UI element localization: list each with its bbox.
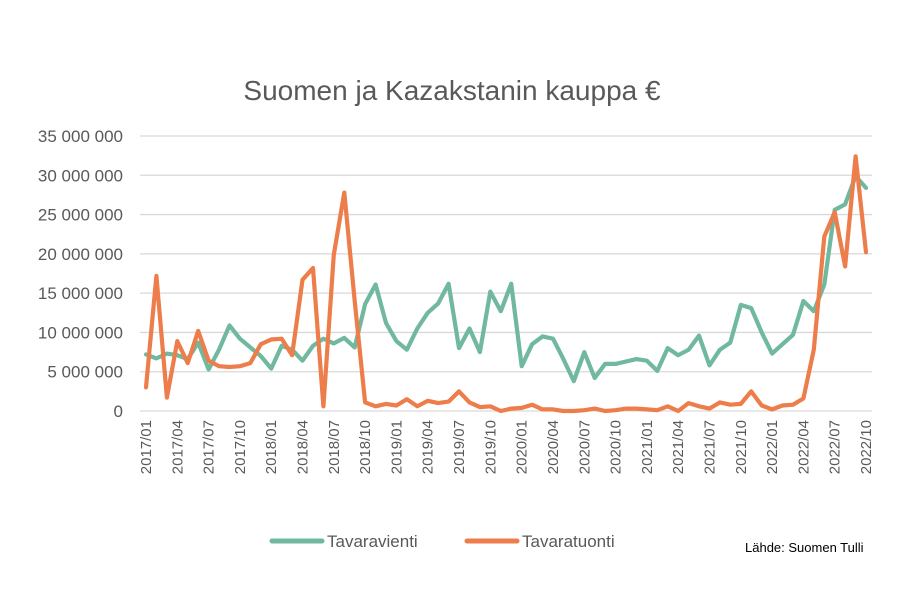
x-tick-label: 2017/07 [201, 420, 218, 474]
y-tick-label: 35 000 000 [38, 127, 123, 146]
series-line-tavaravienti [143, 174, 869, 384]
legend: Tavaravienti Tavaratuonti [269, 532, 615, 551]
x-tick-label: 2022/04 [795, 420, 812, 474]
legend-label-tavaravienti: Tavaravienti [327, 532, 418, 551]
x-tick-label: 2022/10 [858, 420, 875, 474]
x-tick-label: 2018/01 [263, 420, 280, 474]
y-tick-label: 30 000 000 [38, 166, 123, 185]
x-tick-label: 2017/10 [232, 420, 249, 474]
series-line-tavaratuonti [143, 154, 869, 414]
y-tick-label: 0 [114, 402, 123, 421]
x-tick-label: 2018/07 [326, 420, 343, 474]
source-note: Lähde: Suomen Tulli [745, 540, 864, 555]
x-tick-label: 2020/07 [576, 420, 593, 474]
y-tick-label: 15 000 000 [38, 284, 123, 303]
x-tick-label: 2018/04 [295, 420, 312, 474]
x-axis-ticks: 2017/01 2017/04 2017/07 2017/10 2018/01 2018/… [138, 420, 875, 474]
chart-title: Suomen ja Kazakstanin kauppa € [243, 75, 661, 106]
series-points-tavaratuonti [145, 156, 867, 412]
x-tick-label: 2021/07 [701, 420, 718, 474]
x-tick-label: 2020/01 [514, 420, 531, 474]
x-tick-label: 2020/10 [608, 420, 625, 474]
x-tick-label: 2022/07 [827, 420, 844, 474]
x-tick-label: 2019/10 [482, 420, 499, 474]
y-tick-label: 10 000 000 [38, 323, 123, 342]
series-lines [143, 154, 869, 414]
gridlines [140, 135, 872, 412]
series-points-tavaravienti [145, 175, 867, 382]
x-tick-label: 2021/04 [670, 420, 687, 474]
y-tick-label: 5 000 000 [47, 363, 123, 382]
x-tick-label: 2019/07 [451, 420, 468, 474]
y-tick-label: 20 000 000 [38, 245, 123, 264]
y-tick-label: 25 000 000 [38, 206, 123, 225]
legend-label-tavaratuonti: Tavaratuonti [522, 532, 615, 551]
x-tick-label: 2017/01 [138, 420, 155, 474]
x-tick-label: 2020/04 [545, 420, 562, 474]
x-tick-label: 2019/04 [420, 420, 437, 474]
x-tick-label: 2018/10 [357, 420, 374, 474]
x-tick-label: 2022/01 [764, 420, 781, 474]
x-tick-label: 2021/10 [733, 420, 750, 474]
y-axis-ticks: 0 5 000 000 10 000 000 15 000 000 20 000 000… [38, 127, 123, 421]
x-tick-label: 2017/04 [169, 420, 186, 474]
x-tick-label: 2021/01 [639, 420, 656, 474]
x-tick-label: 2019/01 [388, 420, 405, 474]
